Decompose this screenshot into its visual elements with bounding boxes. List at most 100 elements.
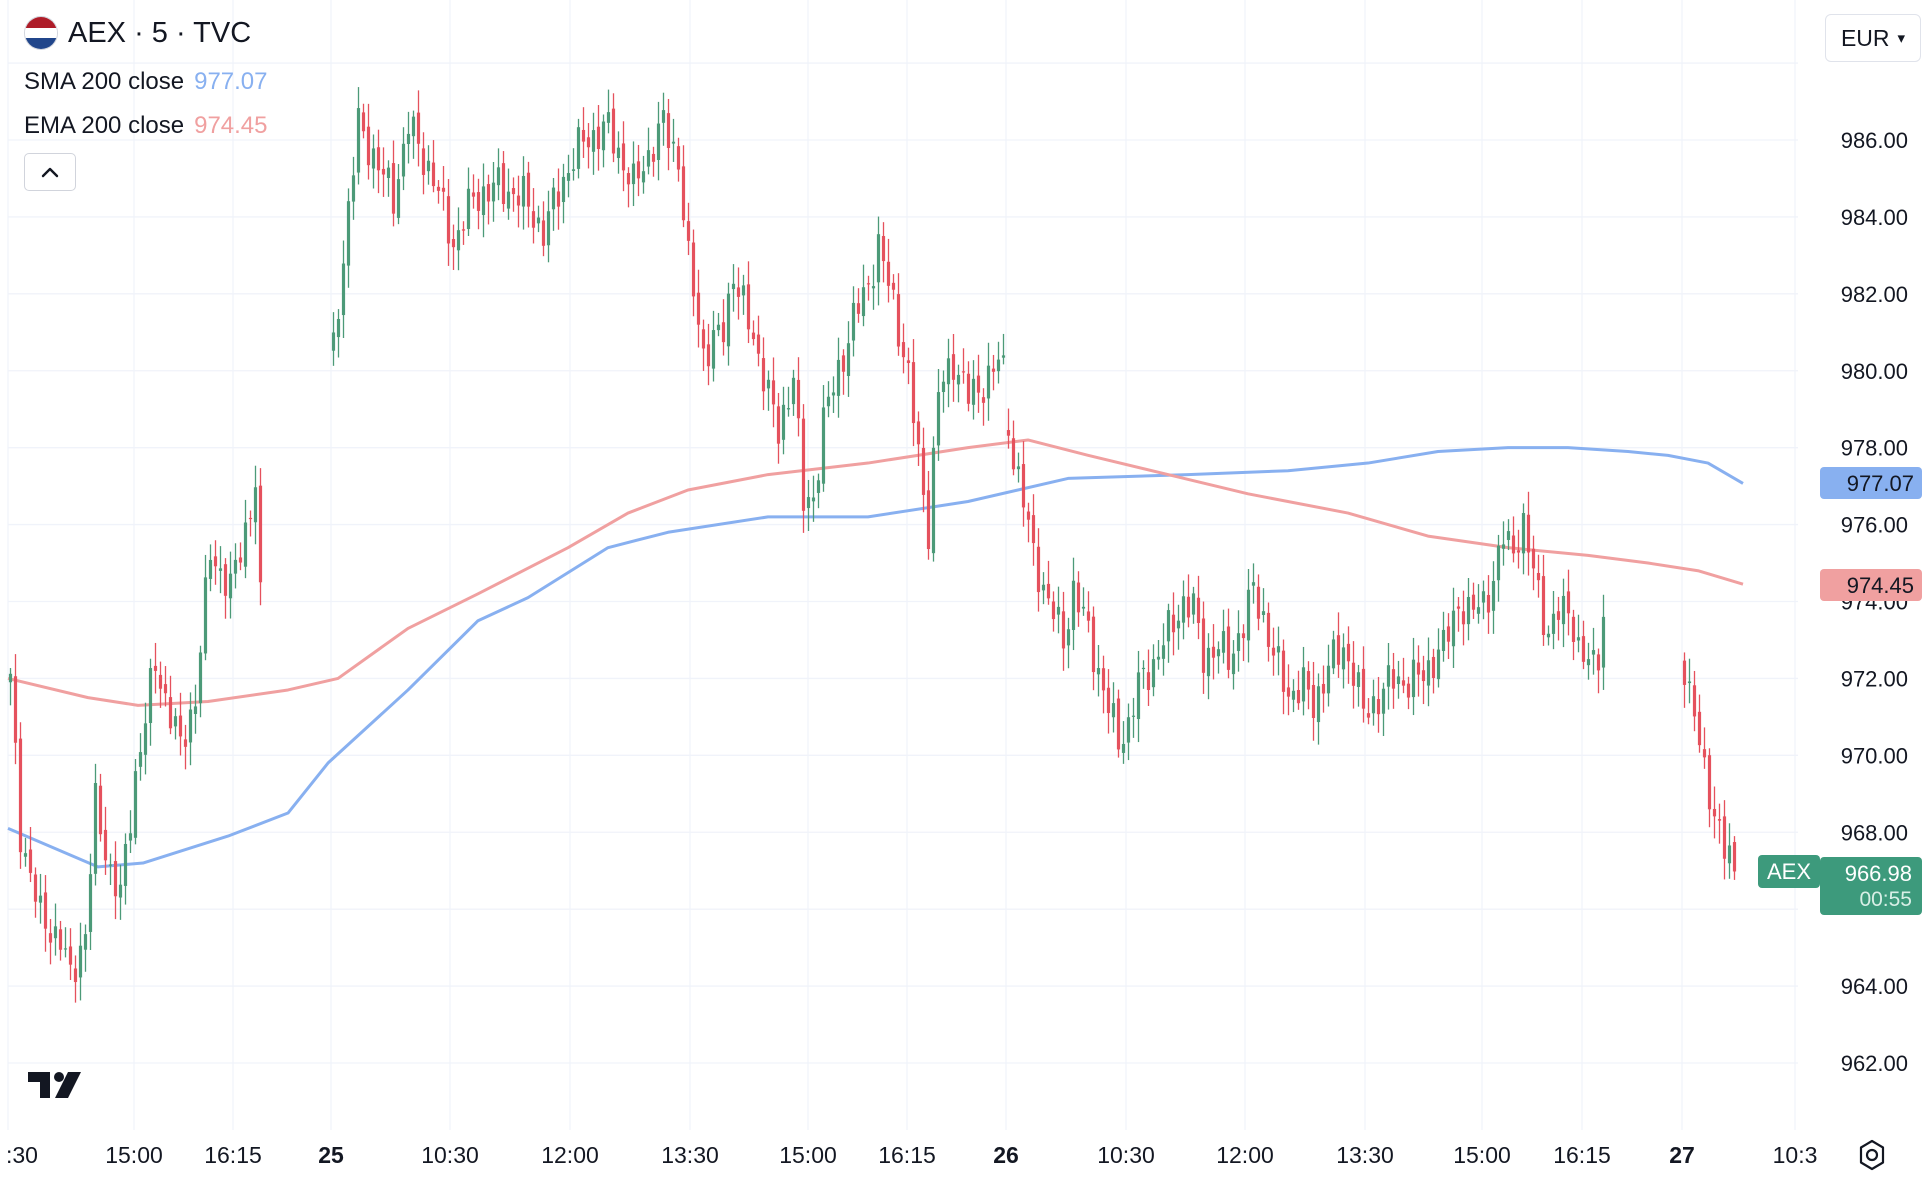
candle-body (1191, 593, 1196, 615)
time-axis-label: 25 (318, 1142, 344, 1168)
candle-body (391, 163, 396, 214)
candle-body (1581, 636, 1586, 662)
candle-body (846, 343, 851, 376)
symbol-title: AEX · 5 · TVC (68, 16, 252, 49)
candle-body (931, 447, 936, 554)
candle-body (1261, 611, 1266, 615)
candle-body (1376, 699, 1381, 715)
candle-body (781, 404, 786, 440)
candle-body (1021, 464, 1026, 508)
candle-body (621, 143, 626, 171)
candle-body (1431, 656, 1436, 679)
sma-legend[interactable]: SMA 200 close 977.07 (24, 68, 268, 96)
candle-body (351, 175, 356, 202)
ema-legend[interactable]: EMA 200 close 974.45 (24, 112, 268, 140)
price-axis-label: 972.00 (1841, 666, 1908, 691)
candle-body (28, 849, 33, 873)
candle-body (1366, 713, 1371, 718)
candle-body (626, 173, 631, 185)
candle-body (1006, 430, 1011, 436)
candle-body (381, 168, 386, 175)
time-axis-label: :30 (6, 1142, 38, 1168)
currency-label: EUR (1840, 24, 1890, 51)
candle-body (1226, 626, 1231, 670)
candle-body (361, 112, 366, 132)
candle-body (1296, 690, 1301, 704)
candle-body (536, 217, 541, 224)
candle-body (118, 884, 123, 898)
flag-stripe-red (25, 17, 57, 28)
tradingview-logo-icon[interactable] (28, 1070, 82, 1105)
candle-body (1411, 659, 1416, 698)
candle-body (616, 147, 621, 159)
candle-body (258, 485, 263, 583)
candle-body (1221, 631, 1226, 653)
candle-body (1536, 573, 1541, 581)
grid (7, 0, 1798, 1130)
price-axis-label: 964.00 (1841, 974, 1908, 999)
candle-body (1026, 511, 1031, 520)
candle-body (826, 396, 831, 407)
candle-body (1076, 582, 1081, 613)
candle-body (1181, 596, 1186, 623)
price-axis-label: 986.00 (1841, 128, 1908, 153)
symbol-legend[interactable]: AEX · 5 · TVC (24, 16, 251, 50)
candle-body (946, 358, 951, 385)
candle-body (1001, 355, 1006, 358)
candle-body (746, 284, 751, 330)
candle-body (531, 211, 536, 228)
sma-value: 977.07 (194, 68, 268, 95)
candle-body (1176, 620, 1181, 629)
candle-body (966, 373, 971, 404)
candle-body (1141, 667, 1146, 670)
candle-body (541, 220, 546, 246)
candle-body (1451, 610, 1456, 647)
candle-body (366, 126, 371, 166)
ema-price-badge-text: 974.45 (1847, 573, 1914, 598)
candle-body (1286, 687, 1291, 697)
price-axis-label: 982.00 (1841, 282, 1908, 307)
candle-body (108, 864, 113, 866)
time-axis-label: 15:00 (1453, 1142, 1511, 1168)
candle-body (1591, 650, 1596, 655)
candle-body (1516, 550, 1521, 553)
candle-body (461, 229, 466, 231)
candle-body (561, 176, 566, 203)
candle-body (821, 407, 826, 484)
candle-body (238, 557, 243, 563)
candle-body (63, 948, 68, 950)
candle-body (1321, 683, 1326, 694)
candle-body (223, 564, 228, 596)
candle-body (841, 355, 846, 372)
candle-body (193, 706, 198, 714)
candle-body (971, 378, 976, 405)
candle-body (1131, 715, 1136, 717)
candle-body (1291, 690, 1296, 700)
candle-body (1081, 606, 1086, 609)
candle-body (731, 283, 736, 290)
candle-body (13, 676, 18, 743)
candle-body (606, 112, 611, 123)
candle-body (1551, 613, 1556, 634)
candle-body (901, 342, 906, 358)
candle-body (441, 187, 446, 192)
collapse-legend-button[interactable] (24, 153, 76, 191)
candle-body (1541, 576, 1546, 636)
time-axis-label: 12:00 (1216, 1142, 1274, 1168)
candle-body (1561, 595, 1566, 625)
candle-body (446, 196, 451, 244)
candle-body (228, 573, 233, 599)
candle-body (411, 116, 416, 137)
time-axis-label: 26 (993, 1142, 1019, 1168)
candle-body (881, 236, 886, 262)
candle-body (1011, 438, 1016, 470)
candle-body (951, 354, 956, 380)
currency-selector[interactable]: EUR ▾ (1825, 14, 1921, 62)
time-axis-label: 15:00 (105, 1142, 163, 1168)
ema-price-badge (1820, 569, 1922, 601)
gear-icon[interactable] (1855, 1138, 1889, 1177)
candle-body (426, 160, 431, 172)
